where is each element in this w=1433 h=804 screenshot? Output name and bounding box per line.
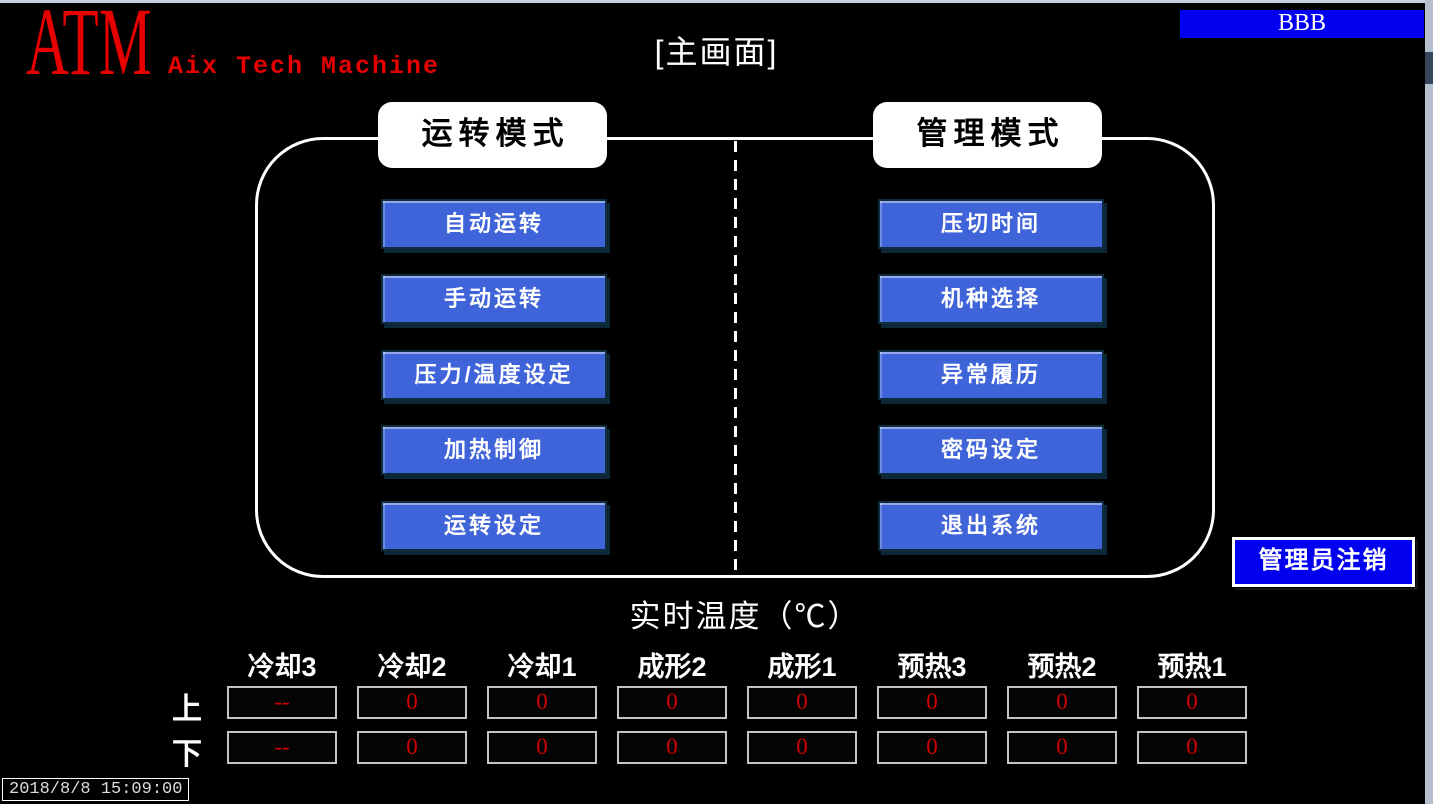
logo-atm: ATM — [26, 0, 152, 95]
panel-divider-dashed — [734, 141, 737, 575]
admin-logout-button[interactable]: 管理员注销 — [1231, 536, 1416, 588]
scrollbar[interactable] — [1425, 0, 1433, 804]
temp-column-header: 预热3 — [897, 652, 967, 682]
scrollbar-thumb[interactable] — [1425, 52, 1433, 84]
temp-cell: 0 — [877, 731, 987, 764]
machine-type-select-button[interactable]: 机种选择 — [878, 274, 1104, 324]
temp-cell: -- — [227, 686, 337, 719]
exit-system-button[interactable]: 退出系统 — [878, 501, 1104, 551]
temp-column-header: 成形2 — [637, 652, 707, 682]
operation-mode-header: 运转模式 — [378, 102, 607, 168]
temp-cell: 0 — [747, 731, 857, 764]
run-setting-button[interactable]: 运转设定 — [381, 501, 607, 551]
temp-column-header: 冷却2 — [377, 652, 447, 682]
temp-cell: 0 — [1007, 686, 1117, 719]
temp-cell: 0 — [487, 686, 597, 719]
temperature-row-upper: -- 0 0 0 0 0 0 0 — [227, 686, 1247, 719]
temp-cell: 0 — [487, 731, 597, 764]
temp-column-header: 预热1 — [1157, 652, 1227, 682]
management-mode-header: 管理模式 — [873, 102, 1102, 168]
temp-column-header: 成形1 — [767, 652, 837, 682]
temperature-column-headers: 冷却3 冷却2 冷却1 成形2 成形1 预热3 预热2 预热1 — [227, 645, 1247, 684]
press-cut-time-button[interactable]: 压切时间 — [878, 199, 1104, 249]
realtime-temperature-title: 实时温度（℃） — [629, 599, 861, 634]
page-title: [主画面] — [654, 34, 779, 70]
password-setting-button[interactable]: 密码设定 — [878, 425, 1104, 475]
temperature-row-lower: -- 0 0 0 0 0 0 0 — [227, 731, 1247, 764]
temp-cell: 0 — [617, 686, 727, 719]
row-label-lower: 下 — [172, 738, 202, 771]
main-panel-outline — [255, 137, 1215, 578]
temp-cell: 0 — [1137, 686, 1247, 719]
temp-cell: 0 — [877, 686, 987, 719]
temp-cell: 0 — [1137, 731, 1247, 764]
temp-column-header: 冷却3 — [247, 652, 317, 682]
temp-cell: 0 — [357, 731, 467, 764]
temp-cell: 0 — [747, 686, 857, 719]
error-history-button[interactable]: 异常履历 — [878, 350, 1104, 400]
temp-cell: 0 — [357, 686, 467, 719]
temp-cell: -- — [227, 731, 337, 764]
logo-subtitle: Aix Tech Machine — [168, 52, 441, 81]
pressure-temperature-setting-button[interactable]: 压力/温度设定 — [381, 350, 607, 400]
temp-column-header: 预热2 — [1027, 652, 1097, 682]
top-edge-strip — [0, 0, 1433, 3]
temp-cell: 0 — [1007, 731, 1117, 764]
heating-control-button[interactable]: 加热制御 — [381, 425, 607, 475]
datetime-display: 2018/8/8 15:09:00 — [2, 778, 190, 801]
manual-run-button[interactable]: 手动运转 — [381, 274, 607, 324]
auto-run-button[interactable]: 自动运转 — [381, 199, 607, 249]
row-label-upper: 上 — [172, 693, 202, 726]
bbb-button[interactable]: BBB — [1180, 10, 1424, 38]
temp-column-header: 冷却1 — [507, 652, 577, 682]
temp-cell: 0 — [617, 731, 727, 764]
